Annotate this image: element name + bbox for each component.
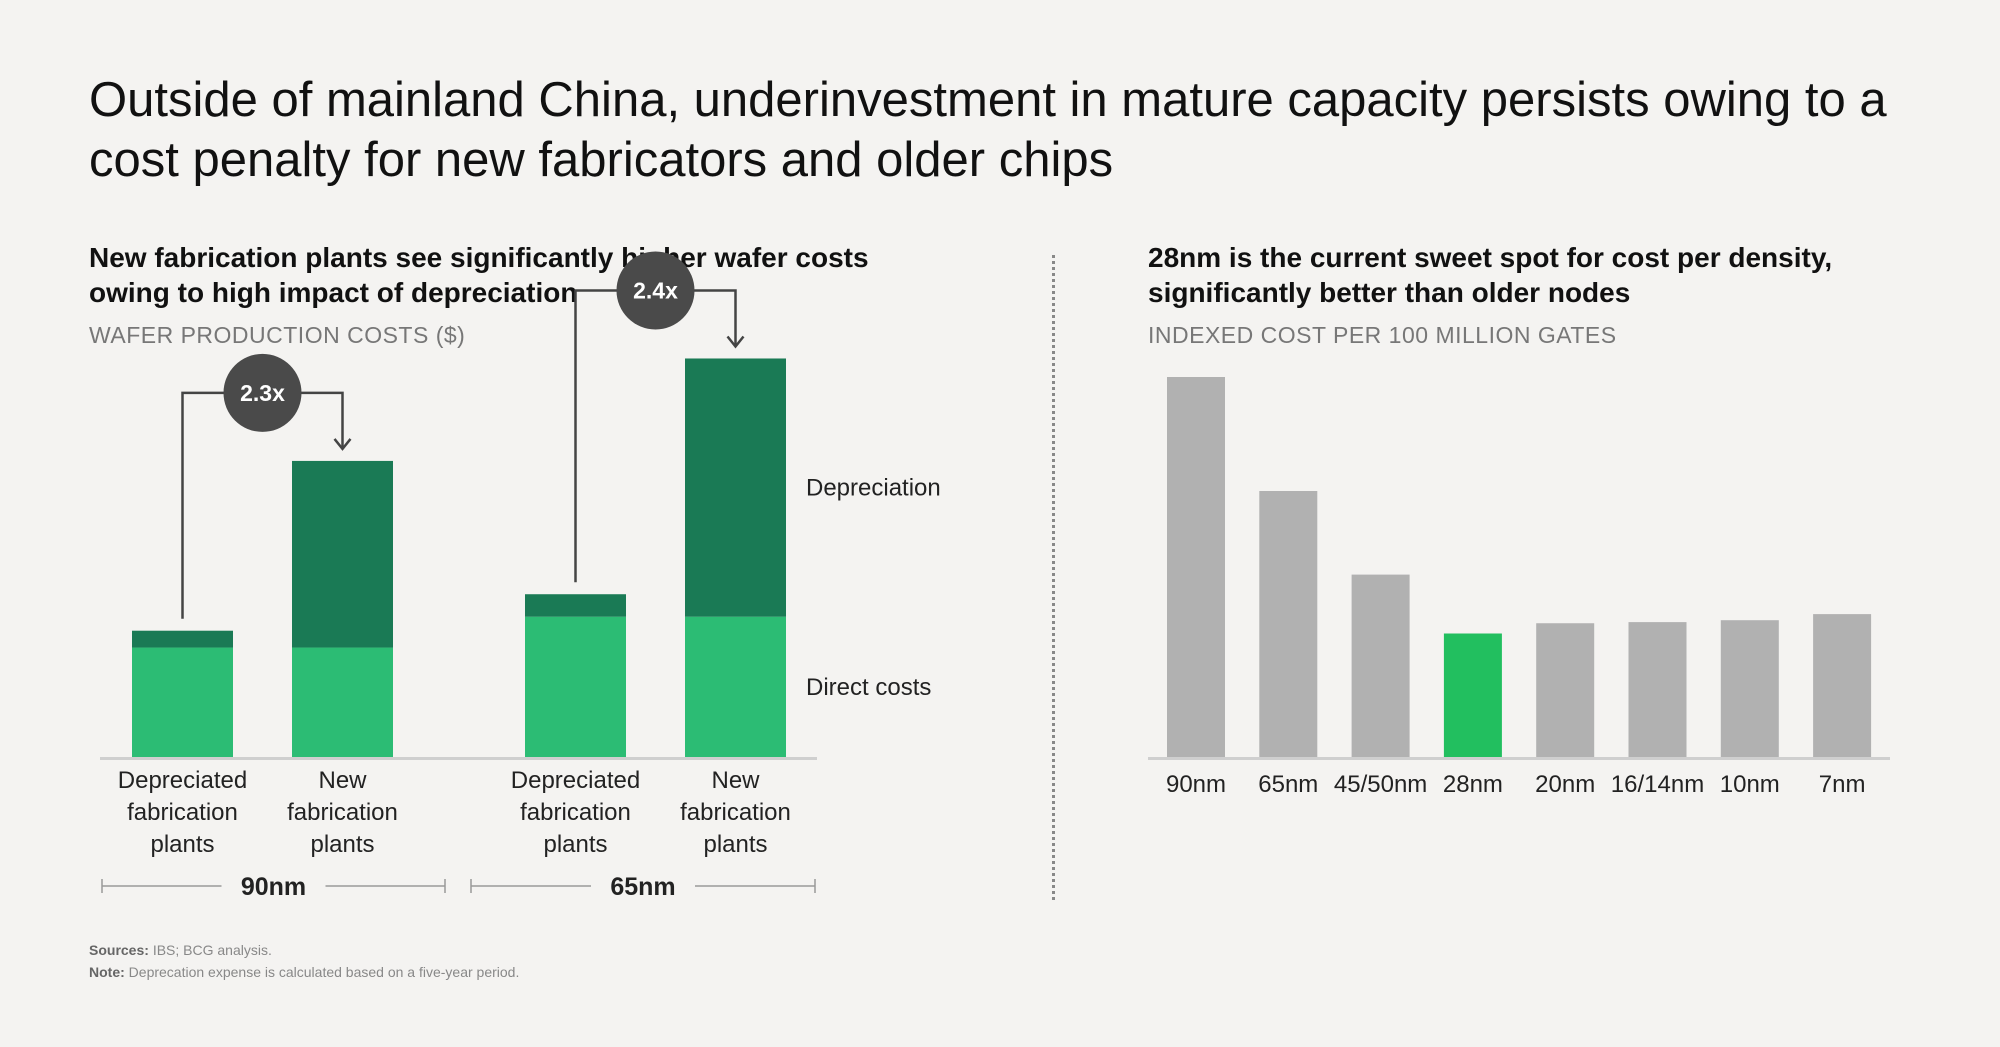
group-label: 65nm	[610, 873, 675, 901]
bar-depreciation	[292, 460, 393, 648]
note-footnote: Note: Deprecation expense is calculated …	[89, 964, 519, 980]
category-label: fabrication	[680, 799, 791, 826]
left-chart-subtitle: WAFER PRODUCTION COSTS ($)	[89, 322, 466, 348]
category-label: 65nm	[1258, 771, 1318, 798]
bar-depreciation	[685, 358, 786, 617]
arrow-head	[333, 438, 352, 451]
category-label: 20nm	[1535, 771, 1595, 798]
page-title: Outside of mainland China, underinvestme…	[89, 73, 1887, 187]
panel-divider	[1052, 255, 1055, 900]
sources-text: IBS; BCG analysis.	[152, 942, 272, 958]
category-label: 10nm	[1720, 771, 1780, 798]
bar	[1720, 620, 1779, 757]
bar	[1628, 622, 1687, 757]
category-label: fabrication	[127, 799, 238, 826]
multiplier-badge	[616, 251, 695, 330]
category-label: plants	[310, 831, 374, 858]
bar-direct-costs	[132, 647, 233, 757]
bar-depreciation	[132, 630, 233, 648]
category-label: 28nm	[1443, 771, 1503, 798]
bar-highlight	[1443, 633, 1502, 757]
category-label: 90nm	[1166, 771, 1226, 798]
bar-direct-costs	[292, 647, 393, 757]
legend-depreciation: Depreciation	[806, 475, 941, 502]
category-label: 7nm	[1819, 771, 1866, 798]
multiplier-label: 2.4x	[633, 277, 678, 303]
right-chart-subtitle: INDEXED COST PER 100 MILLION GATES	[1148, 322, 1617, 348]
group-label: 90nm	[241, 873, 306, 901]
bar	[1536, 623, 1595, 757]
bar	[1813, 614, 1872, 757]
category-label: New	[711, 767, 760, 794]
category-label: plants	[150, 831, 214, 858]
bar-direct-costs	[525, 616, 626, 757]
category-label: fabrication	[520, 799, 631, 826]
left-chart-title: New fabrication plants see significantly…	[89, 242, 869, 308]
bar-depreciation	[525, 594, 626, 617]
multiplier-badge	[223, 353, 302, 432]
right-chart-title: 28nm is the current sweet spot for cost …	[1148, 242, 1833, 308]
arrow-head	[726, 335, 745, 349]
note-label: Note:	[89, 964, 125, 980]
category-label: plants	[703, 831, 767, 858]
bar	[1167, 377, 1225, 757]
bar-direct-costs	[685, 616, 786, 757]
note-text: Deprecation expense is calculated based …	[128, 964, 520, 980]
bar	[1351, 574, 1410, 757]
category-label: Depreciated	[511, 767, 640, 794]
category-label: plants	[543, 831, 607, 858]
legend-direct-costs: Direct costs	[806, 674, 931, 701]
category-label: Depreciated	[118, 767, 247, 794]
category-label: New	[318, 767, 367, 794]
category-label: 45/50nm	[1334, 771, 1427, 798]
category-label: 16/14nm	[1611, 771, 1704, 798]
sources-footnote: Sources: IBS; BCG analysis.	[89, 942, 272, 958]
category-label: fabrication	[287, 799, 398, 826]
multiplier-label: 2.3x	[240, 380, 285, 406]
bar	[1259, 491, 1318, 757]
sources-label: Sources:	[89, 942, 149, 958]
